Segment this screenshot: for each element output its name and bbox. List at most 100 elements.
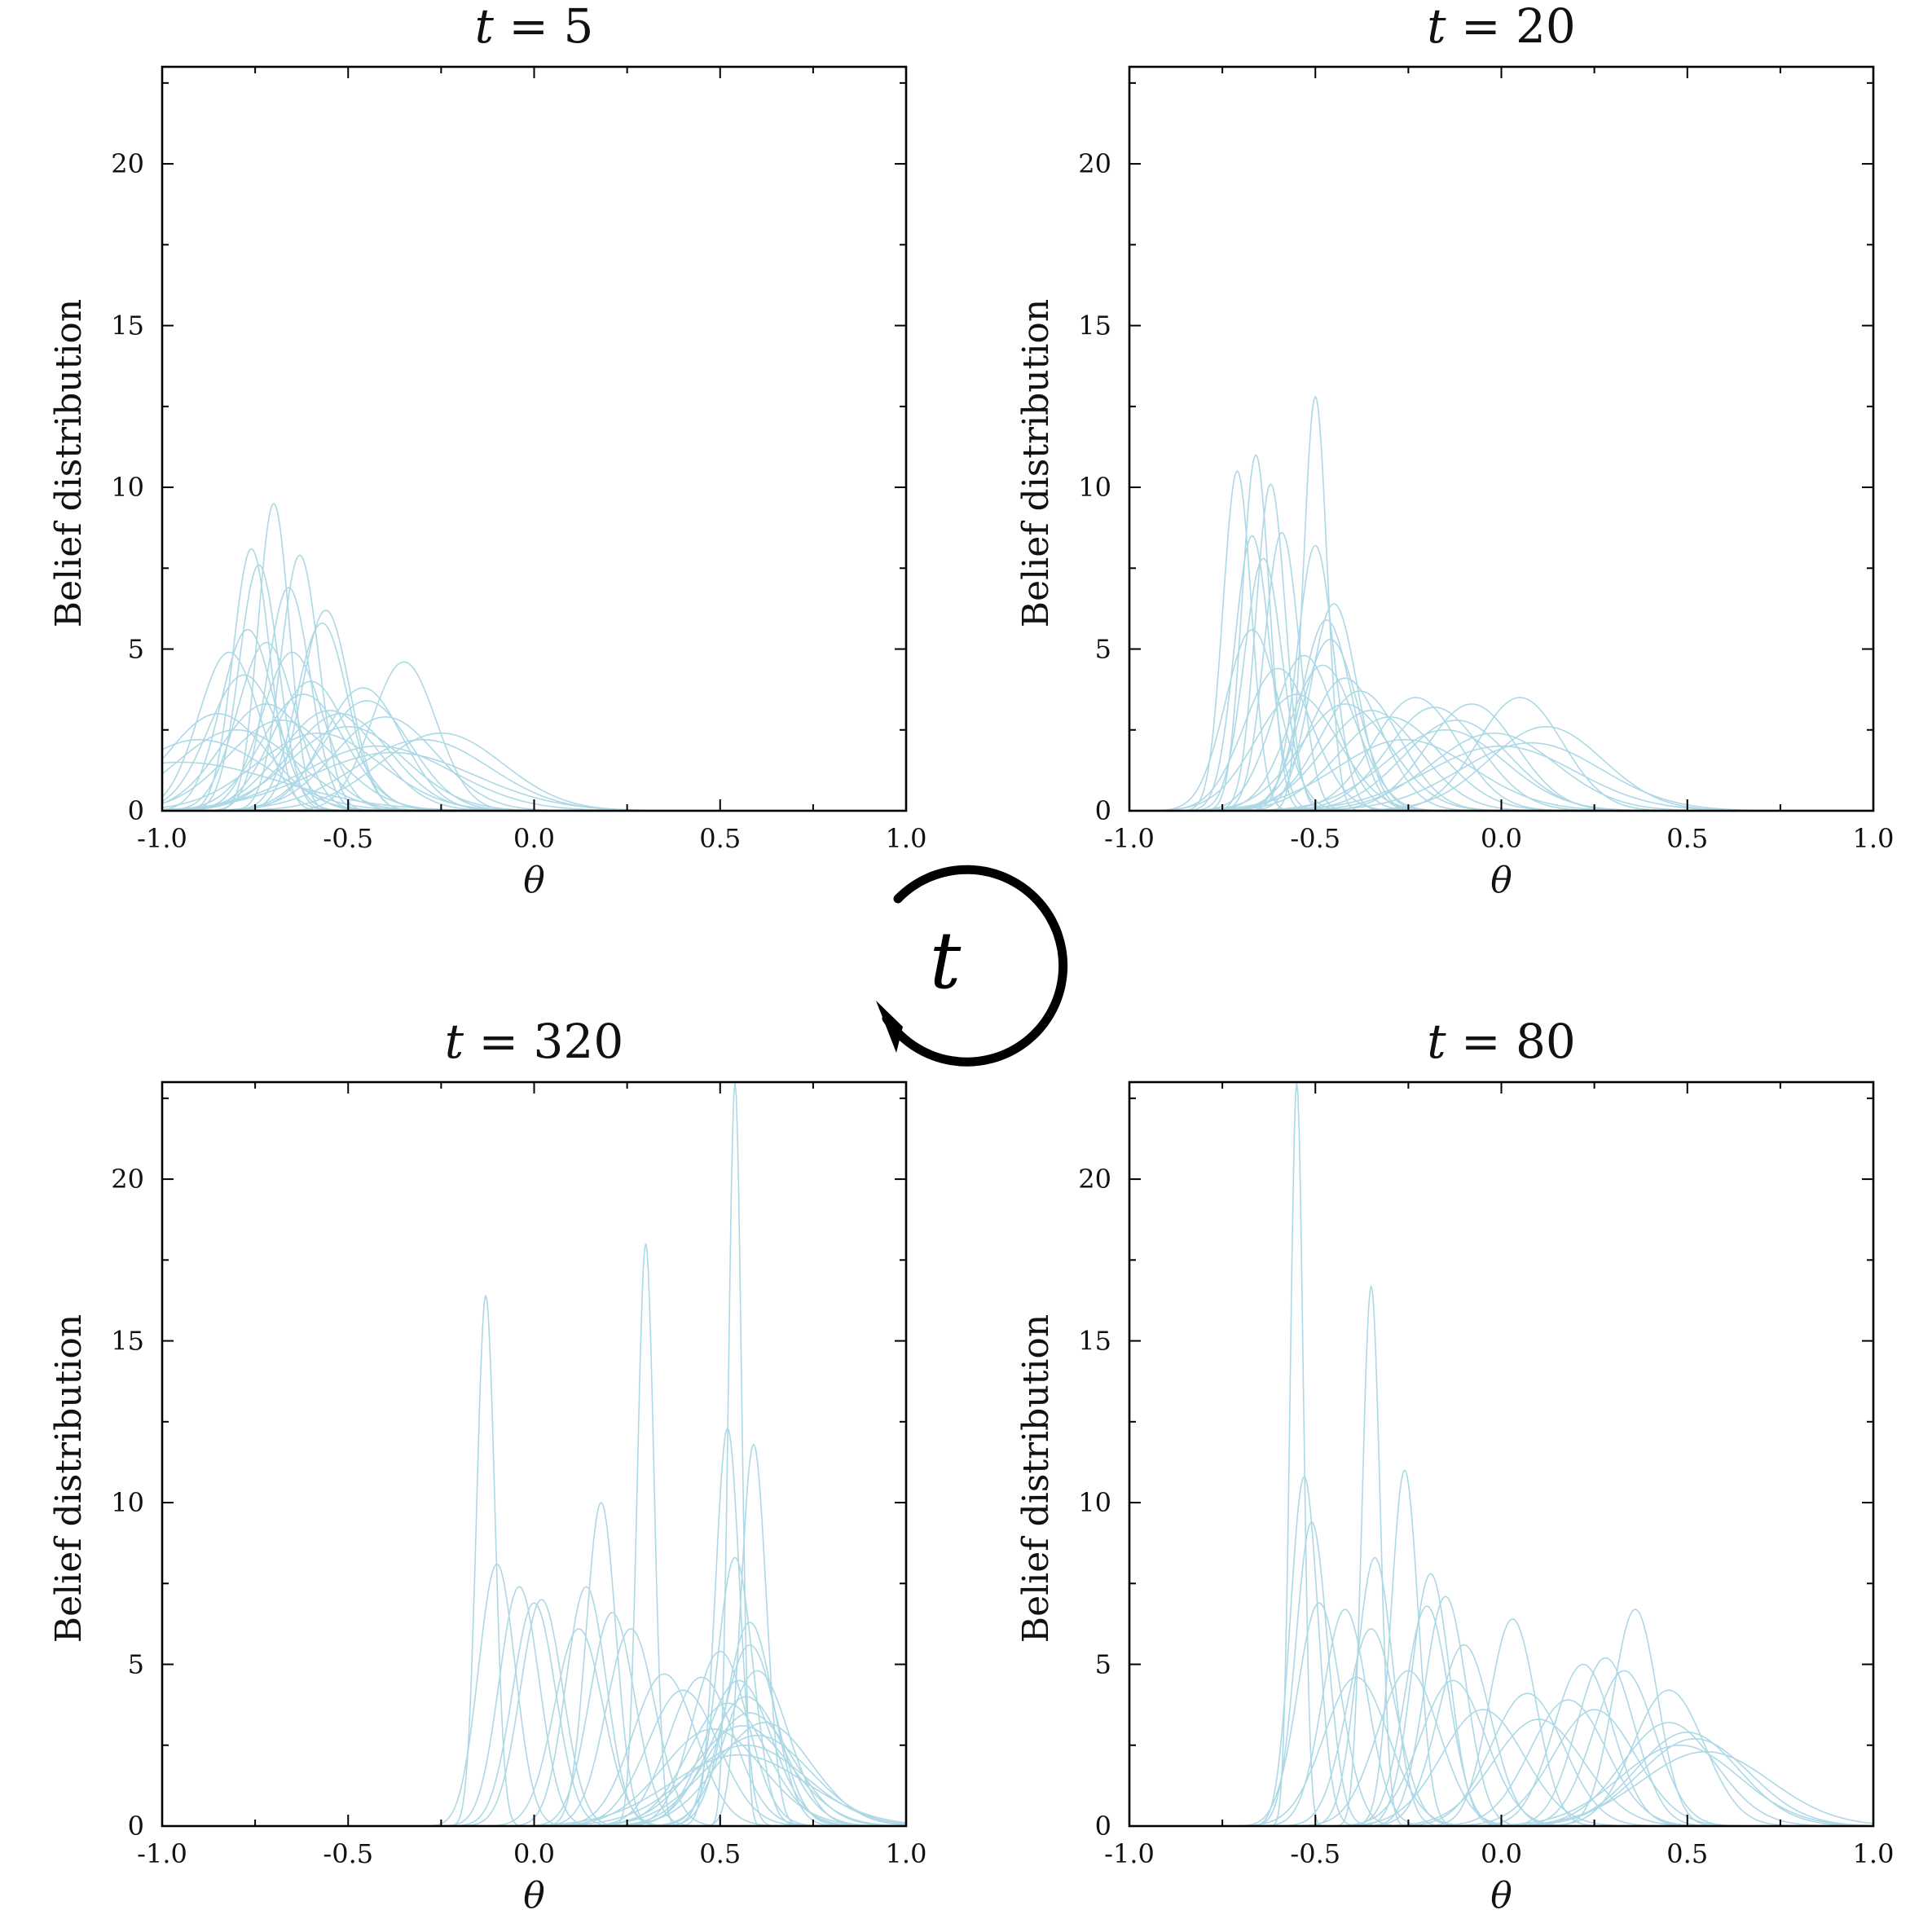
series-13-line xyxy=(1129,654,1873,811)
x-tick-label: 0.0 xyxy=(1481,1838,1522,1869)
y-tick-label: 20 xyxy=(1078,1164,1111,1195)
y-tick-label: 20 xyxy=(1078,148,1111,179)
series-2-line xyxy=(1129,1476,1873,1826)
series-32-line xyxy=(1129,664,1873,811)
plot-frame xyxy=(161,1080,908,1828)
series-21-line xyxy=(162,713,906,811)
series-8-line xyxy=(162,1243,906,1826)
series-15-line xyxy=(162,1622,906,1826)
series-20-line xyxy=(1129,1679,1873,1826)
series-14-line xyxy=(162,1556,906,1826)
series-4-line xyxy=(162,1602,906,1826)
series-7-line xyxy=(162,610,906,811)
series-22-line xyxy=(1129,1676,1873,1826)
series-1-line xyxy=(1129,1082,1873,1826)
y-tick-label: 15 xyxy=(111,1326,144,1357)
series-10-line xyxy=(1129,628,1873,811)
y-tick-label: 20 xyxy=(111,148,144,179)
y-tick-label: 5 xyxy=(128,1649,144,1680)
x-tick-label: -0.5 xyxy=(1290,1838,1340,1869)
series-16-line xyxy=(1129,1657,1873,1826)
panel-title-var: t xyxy=(1427,0,1446,54)
panel-title-rest: = 20 xyxy=(1446,0,1576,54)
y-axis-title: Belief distribution xyxy=(1015,1314,1057,1644)
panel-title-rest: = 320 xyxy=(464,1014,623,1069)
series-23-line xyxy=(1129,1692,1873,1826)
panel-title-rest: = 80 xyxy=(1446,1014,1576,1069)
series-20-line xyxy=(162,703,906,811)
series-1-line xyxy=(1129,470,1873,811)
series-8-line xyxy=(1129,1595,1873,1826)
series-3-line xyxy=(1129,1521,1873,1826)
series-25-line xyxy=(162,728,906,811)
y-axis-title: Belief distribution xyxy=(1015,299,1057,628)
series-10-line xyxy=(162,1628,906,1826)
y-tick-label: 15 xyxy=(111,310,144,341)
series-18-line xyxy=(162,732,906,811)
panel-title-var: t xyxy=(475,0,495,54)
y-tick-label: 0 xyxy=(1095,1811,1111,1842)
series-32-line xyxy=(162,1628,906,1826)
series-19-line xyxy=(162,725,906,811)
series-28-line xyxy=(162,641,906,811)
y-tick-label: 0 xyxy=(128,1811,144,1842)
series-7-line xyxy=(1129,1573,1873,1826)
x-axis-title: θ xyxy=(1490,1875,1512,1917)
series-14-line xyxy=(162,687,906,811)
series-22-line xyxy=(162,720,906,811)
series-17-line xyxy=(1129,1663,1873,1826)
series-25-line xyxy=(162,1745,906,1826)
curves xyxy=(162,1082,906,1826)
plot-frame xyxy=(1128,65,1875,812)
series-12-line xyxy=(1129,1628,1873,1826)
series-19-line xyxy=(162,1650,906,1826)
series-5-line xyxy=(1129,531,1873,811)
series-3-line xyxy=(162,503,906,811)
y-tick-label: 5 xyxy=(1095,634,1111,665)
series-2-line xyxy=(1129,454,1873,811)
panel-title-rest: = 5 xyxy=(494,0,593,54)
series-17-line xyxy=(162,738,906,811)
series-29-line xyxy=(162,1689,906,1826)
series-12-line xyxy=(162,1427,906,1826)
series-6-line xyxy=(1129,535,1873,811)
y-axis-title: Belief distribution xyxy=(48,1314,90,1644)
series-31-line xyxy=(162,1670,906,1826)
x-tick-label: -0.5 xyxy=(323,823,373,854)
series-1-line xyxy=(162,1295,906,1826)
series-29-line xyxy=(162,713,906,811)
series-11-line xyxy=(162,1082,906,1826)
panel-title: t = 20 xyxy=(1427,0,1576,54)
series-30-line xyxy=(1129,1709,1873,1826)
series-8-line xyxy=(162,622,906,811)
series-18-line xyxy=(1129,703,1873,811)
x-axis-title: θ xyxy=(1490,860,1512,901)
series-12-line xyxy=(162,680,906,811)
series-21-line xyxy=(1129,1670,1873,1826)
y-tick-label: 20 xyxy=(111,1164,144,1195)
x-tick-label: 0.0 xyxy=(513,823,555,854)
series-8-line xyxy=(1129,557,1873,811)
x-tick-label: 1.0 xyxy=(1853,823,1895,854)
series-2-line xyxy=(162,548,906,811)
x-tick-label: -1.0 xyxy=(1104,1838,1155,1869)
x-axis-title: θ xyxy=(523,1875,545,1917)
panel-t5: -1.0 -0.5 0.0 0.5 1.0 0 5 10 15 20 θ Belief distrib… xyxy=(48,0,926,901)
series-31-line xyxy=(1129,1719,1873,1826)
y-tick-label: 10 xyxy=(1078,1487,1111,1518)
panel-title: t = 5 xyxy=(475,0,594,54)
series-13-line xyxy=(162,1443,906,1826)
series-32-line xyxy=(1129,1709,1873,1826)
series-26-line xyxy=(1129,1738,1873,1826)
series-7-line xyxy=(162,1502,906,1826)
y-tick-label: 0 xyxy=(128,795,144,826)
series-13-line xyxy=(1129,1644,1873,1826)
series-11-line xyxy=(1129,618,1873,811)
series-10-line xyxy=(1129,1602,1873,1826)
series-22-line xyxy=(162,1712,906,1826)
series-6-line xyxy=(162,587,906,811)
series-18-line xyxy=(1129,1670,1873,1826)
x-tick-label: 1.0 xyxy=(1853,1838,1895,1869)
y-tick-label: 10 xyxy=(111,472,144,503)
